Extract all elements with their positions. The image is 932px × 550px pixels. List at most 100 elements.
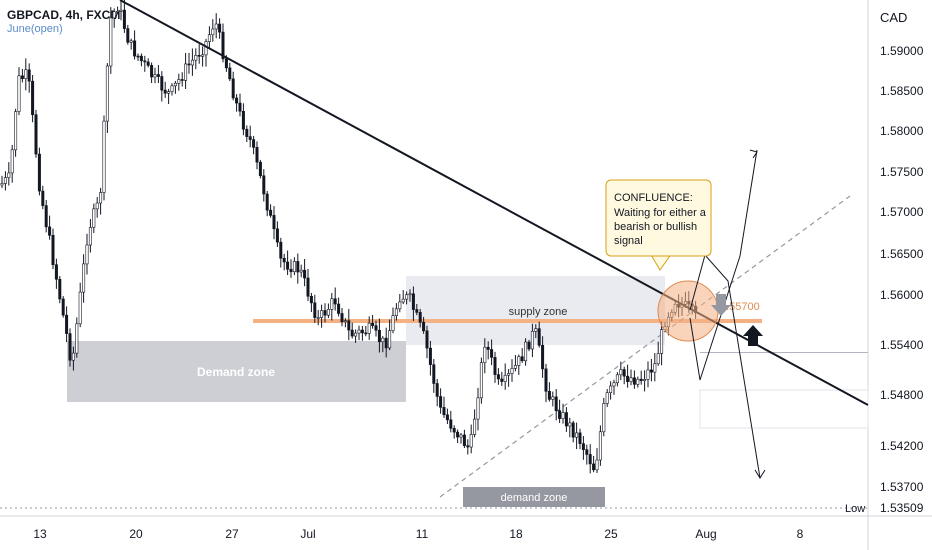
- candle-body: [146, 61, 150, 66]
- candle-body: [544, 368, 548, 392]
- candle-body: [609, 385, 613, 394]
- confluence-callout[interactable]: [605, 179, 712, 257]
- candle-body: [34, 114, 38, 155]
- candle-body: [262, 175, 266, 195]
- candle-body: [221, 31, 225, 60]
- candle-body: [473, 418, 477, 435]
- candle-body: [204, 41, 208, 56]
- price-tick-label: 1.56000: [880, 288, 924, 302]
- candle-body: [571, 422, 575, 438]
- candle-body: [153, 74, 157, 78]
- candle-body: [615, 374, 619, 384]
- low-value-label: 1.53509: [880, 501, 924, 515]
- candle-body: [592, 463, 596, 471]
- candle-body: [428, 347, 432, 365]
- candle-body: [507, 373, 511, 376]
- candle-body: [150, 65, 154, 78]
- candle-body: [646, 369, 650, 380]
- candle-body: [629, 377, 633, 382]
- candle-body: [411, 293, 415, 310]
- candle-body: [68, 333, 72, 361]
- candle-body: [105, 65, 109, 122]
- candle-body: [211, 28, 215, 36]
- candle-body: [323, 310, 327, 316]
- candle-body: [133, 40, 137, 57]
- candle-body: [350, 329, 354, 337]
- candle-body: [537, 328, 541, 346]
- candle-body: [510, 368, 514, 374]
- candle-body: [14, 111, 18, 151]
- candle-body: [401, 298, 405, 303]
- candle-body: [527, 341, 531, 350]
- price-tick-label: 1.55400: [880, 338, 924, 352]
- candle-body: [313, 302, 317, 318]
- candle-body: [10, 149, 14, 174]
- candle-body: [61, 298, 65, 316]
- candle-body: [17, 75, 21, 112]
- candle-body: [558, 410, 562, 419]
- candle-body: [432, 364, 436, 384]
- candle-body: [173, 82, 177, 87]
- candle-body: [561, 412, 565, 419]
- candle-body: [289, 268, 293, 273]
- candle-body: [357, 329, 361, 334]
- candle-body: [384, 337, 388, 349]
- candle-body: [442, 407, 446, 416]
- buy-arrow-icon: [743, 325, 763, 346]
- level-box-1: [700, 352, 868, 353]
- candle-body: [503, 374, 507, 382]
- time-tick-label: 18: [509, 527, 523, 541]
- supply-zone-label: supply zone: [509, 306, 568, 318]
- candle-body: [564, 412, 568, 427]
- candle-body: [119, 9, 123, 12]
- candles-group: [0, 0, 698, 474]
- candle-body: [292, 261, 296, 273]
- candle-body: [530, 331, 534, 350]
- demand-zone-left: [67, 341, 406, 402]
- candle-body: [367, 322, 371, 334]
- confluence-circle: [657, 280, 719, 342]
- candle-body: [37, 153, 41, 192]
- candle-body: [122, 9, 126, 29]
- price-axis[interactable]: 1.59000 1.58500 1.58000 1.57500 1.57000 1.565…: [880, 44, 924, 515]
- candle-body: [248, 136, 252, 140]
- candle-body: [337, 303, 341, 314]
- bearish-arrowhead: [754, 469, 766, 479]
- candle-body: [197, 55, 201, 57]
- candle-body: [112, 11, 116, 19]
- candle-body: [296, 261, 300, 273]
- candle-body: [252, 139, 256, 148]
- candle-body: [479, 362, 483, 399]
- candle-body: [20, 75, 24, 79]
- bullish-projection: [689, 149, 758, 381]
- time-axis[interactable]: 13 20 27 Jul 11 18 25 Aug 8: [33, 527, 803, 541]
- time-tick-label: Aug: [695, 527, 716, 541]
- candle-body: [51, 235, 55, 266]
- candle-body: [85, 244, 89, 265]
- candle-body: [24, 69, 28, 79]
- descending-trendline[interactable]: [119, 0, 869, 406]
- candle-body: [524, 341, 528, 362]
- candle-body: [405, 294, 409, 300]
- symbol-label[interactable]: GBPCAD, 4h, FXCM: [7, 8, 121, 22]
- candle-body: [513, 365, 517, 369]
- candle-body: [649, 369, 653, 373]
- candle-body: [394, 308, 398, 316]
- candle-body: [354, 332, 358, 337]
- price-tick-label: 1.53700: [880, 480, 924, 494]
- candle-body: [541, 344, 545, 370]
- callout-line-4: signal: [614, 235, 643, 247]
- candle-body: [581, 443, 585, 450]
- price-tick-label: 1.58000: [880, 124, 924, 138]
- candle-body: [65, 314, 69, 334]
- candle-body: [71, 352, 75, 361]
- candle-body: [160, 76, 164, 91]
- price-tick-label: 1.57000: [880, 205, 924, 219]
- dashed-trendline[interactable]: [439, 195, 851, 498]
- candle-body: [330, 298, 334, 310]
- price-tick-label: 1.57500: [880, 165, 924, 179]
- candle-body: [143, 60, 147, 63]
- session-label: June(open): [7, 23, 63, 35]
- candle-body: [490, 349, 494, 358]
